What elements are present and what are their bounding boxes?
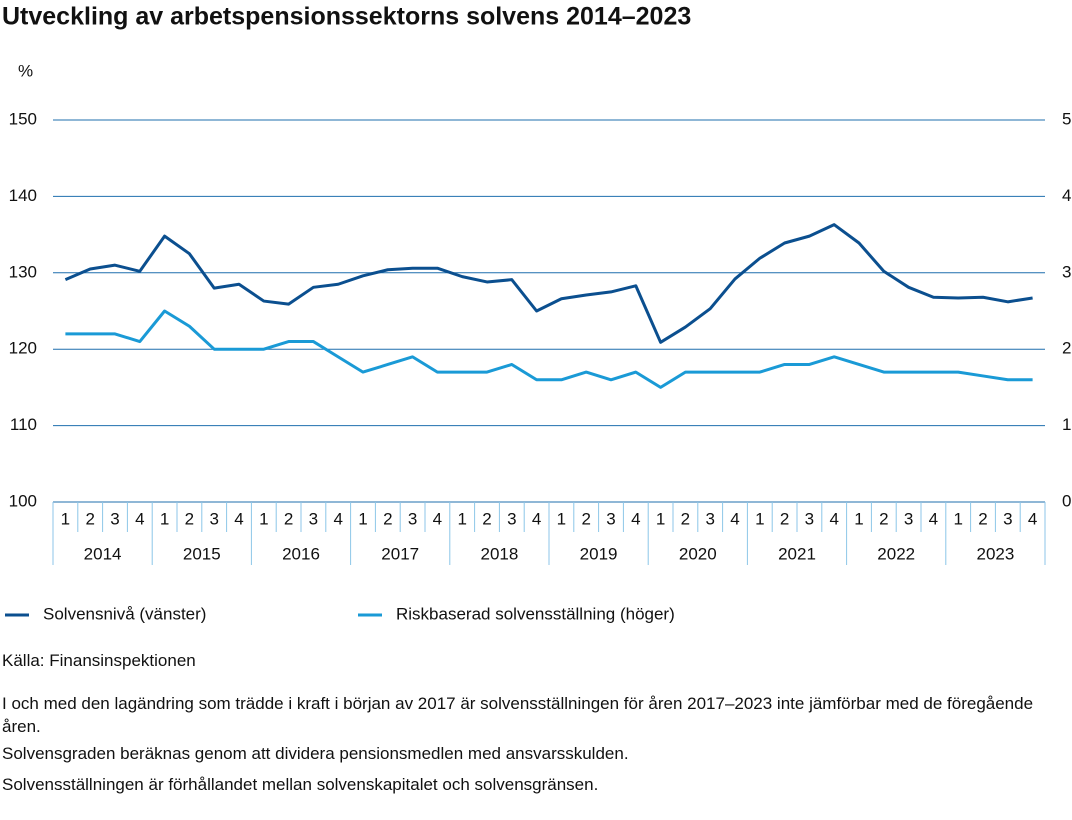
x-group-label: 2014 [84, 544, 122, 563]
x-tick-label: 4 [929, 509, 938, 528]
y2-tick-label: 1 [1062, 415, 1071, 434]
x-tick-label: 1 [259, 509, 268, 528]
x-tick-label: 2 [681, 509, 690, 528]
y2-tick-label: 3 [1062, 262, 1071, 281]
x-tick-label: 1 [656, 509, 665, 528]
x-tick-label: 4 [532, 509, 541, 528]
y2-tick-label: 2 [1062, 339, 1071, 358]
x-tick-label: 3 [209, 509, 218, 528]
y-tick-label: 130 [9, 262, 37, 281]
x-tick-label: 3 [705, 509, 714, 528]
x-tick-label: 3 [110, 509, 119, 528]
x-tick-label: 2 [383, 509, 392, 528]
x-tick-label: 1 [953, 509, 962, 528]
x-tick-label: 1 [755, 509, 764, 528]
x-group-label: 2017 [381, 544, 419, 563]
x-tick-label: 1 [358, 509, 367, 528]
chart: Utveckling av arbetspensionssektorns sol… [2, 3, 1071, 624]
legend-label: Riskbaserad solvensställning (höger) [396, 604, 675, 623]
x-tick-label: 1 [854, 509, 863, 528]
x-tick-label: 2 [284, 509, 293, 528]
x-group-label: 2021 [778, 544, 816, 563]
y-tick-label: 150 [9, 109, 37, 128]
y-tick-label: 140 [9, 186, 37, 205]
x-group-label: 2018 [480, 544, 518, 563]
x-group-label: 2020 [679, 544, 717, 563]
x-tick-label: 2 [780, 509, 789, 528]
x-tick-label: 3 [1003, 509, 1012, 528]
x-group-label: 2022 [877, 544, 915, 563]
y-tick-label: 100 [9, 491, 37, 510]
note: Solvensgraden beräknas genom att divider… [2, 744, 629, 763]
x-tick-label: 2 [85, 509, 94, 528]
x-tick-label: 3 [805, 509, 814, 528]
y-tick-label: 120 [9, 339, 37, 358]
x-tick-label: 3 [904, 509, 913, 528]
y2-tick-label: 5 [1062, 109, 1071, 128]
x-tick-label: 1 [557, 509, 566, 528]
x-tick-label: 1 [457, 509, 466, 528]
note: Solvensställningen är förhållandet mella… [2, 775, 599, 794]
y2-tick-label: 4 [1062, 186, 1071, 205]
x-tick-label: 2 [185, 509, 194, 528]
x-tick-label: 3 [507, 509, 516, 528]
source: Källa: Finansinspektionen [2, 651, 196, 670]
x-tick-label: 1 [61, 509, 70, 528]
x-tick-label: 4 [433, 509, 442, 528]
x-group-label: 2019 [580, 544, 618, 563]
y2-tick-label: 0 [1062, 491, 1071, 510]
x-tick-label: 1 [160, 509, 169, 528]
x-tick-label: 4 [135, 509, 144, 528]
chart-title: Utveckling av arbetspensionssektorns sol… [2, 3, 691, 31]
x-tick-label: 4 [730, 509, 739, 528]
series-line [65, 309, 1033, 389]
x-tick-label: 2 [482, 509, 491, 528]
x-tick-label: 4 [333, 509, 342, 528]
x-tick-label: 2 [978, 509, 987, 528]
x-tick-label: 4 [1028, 509, 1037, 528]
legend-label: Solvensnivå (vänster) [43, 604, 206, 623]
x-tick-label: 4 [631, 509, 640, 528]
x-tick-label: 2 [879, 509, 888, 528]
x-tick-label: 3 [408, 509, 417, 528]
y-axis-label: % [18, 61, 33, 80]
x-tick-label: 3 [606, 509, 615, 528]
series-line [64, 223, 1033, 344]
x-tick-label: 3 [309, 509, 318, 528]
x-tick-label: 4 [829, 509, 838, 528]
x-tick-label: 4 [234, 509, 243, 528]
y-tick-label: 110 [10, 415, 37, 434]
x-tick-label: 2 [581, 509, 590, 528]
note: I och med den lagändring som trädde i kr… [2, 694, 1034, 736]
x-group-label: 2023 [976, 544, 1014, 563]
x-group-label: 2015 [183, 544, 221, 563]
x-group-label: 2016 [282, 544, 320, 563]
